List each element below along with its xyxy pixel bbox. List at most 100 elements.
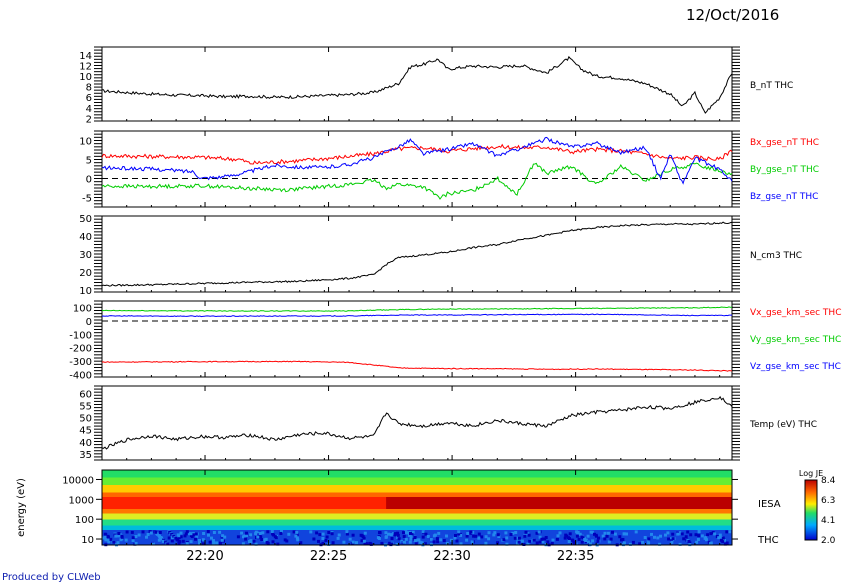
spectrogram-speck <box>299 541 303 545</box>
spectrogram-speck <box>493 531 497 535</box>
panel-label-thc: THC <box>757 535 779 546</box>
series-temp-ev-thc <box>101 395 733 450</box>
spectrogram-speck <box>248 540 251 543</box>
y-tick-label: -100 <box>69 330 92 341</box>
spectrogram-speck <box>185 530 189 534</box>
spectrogram-speck <box>704 536 708 539</box>
spectrogram-speck <box>318 533 322 537</box>
spectrogram-speck <box>591 539 595 543</box>
spectrogram-speck <box>409 535 413 539</box>
spectrogram-speck <box>687 539 691 543</box>
spectrogram-speck <box>221 534 225 538</box>
spectrogram-speck <box>256 535 260 539</box>
y-tick-label: 60 <box>79 389 92 400</box>
y-tick-label: 40 <box>79 232 92 243</box>
spectrogram-speck <box>130 530 134 534</box>
spectrogram-speck <box>575 534 579 538</box>
spectrogram-speck <box>219 541 222 545</box>
spectrogram-speck <box>112 540 116 544</box>
spectrogram-speck <box>387 532 390 536</box>
produced-by-footer: Produced by CLWeb <box>2 572 101 583</box>
spectrogram-speck <box>384 535 388 539</box>
y-tick-label: -400 <box>69 370 92 381</box>
spectrogram-speck <box>580 540 584 544</box>
spectrogram-speck <box>181 539 185 543</box>
spectrogram-speck <box>535 531 539 535</box>
spectrogram-speck <box>184 532 188 536</box>
spectrogram-speck <box>249 533 253 537</box>
colorbar-tick-label: 8.4 <box>821 476 836 486</box>
spectrogram-speck <box>723 538 726 542</box>
spectrogram-speck <box>377 537 381 540</box>
spectrogram-speck <box>556 534 560 538</box>
spectrogram-speck <box>682 537 686 541</box>
spectrogram-speck <box>179 531 183 535</box>
spectrogram-speck <box>586 540 590 544</box>
spectrogram-speck <box>439 538 443 542</box>
spectrogram-speck <box>183 534 187 538</box>
spectrogram-speck <box>631 540 635 544</box>
spectrogram-speck <box>656 536 660 540</box>
spectrogram-speck <box>393 532 397 536</box>
spectrogram-speck <box>194 532 198 536</box>
spectrogram-speck <box>119 538 123 542</box>
spectrogram-speck <box>124 538 128 542</box>
y-tick-label: -200 <box>69 344 92 355</box>
spectrogram-speck <box>421 535 425 539</box>
spectrogram-speck <box>258 534 262 538</box>
spectrogram-speck <box>484 535 488 539</box>
series-bx-gse-nt-thc <box>101 143 733 165</box>
y-tick-label: 100 <box>73 304 92 315</box>
spectrogram-speck <box>252 539 256 543</box>
spectrogram-speck <box>437 531 441 535</box>
spectrogram-speck <box>449 538 453 542</box>
spectrogram-speck <box>540 537 544 541</box>
spectrogram-speck <box>725 530 729 534</box>
spectrogram-speck <box>666 531 670 535</box>
spectrogram-speck <box>505 536 509 540</box>
spectrogram-speck <box>502 538 506 542</box>
y-tick-label: 0 <box>86 175 92 186</box>
spectrogram-speck <box>504 531 508 535</box>
spectrogram-speck <box>170 536 174 540</box>
spectrogram-speck <box>202 532 206 535</box>
spectrogram-speck <box>605 534 609 538</box>
spectrogram-speck <box>107 540 111 544</box>
spectrogram-speck <box>532 538 536 542</box>
spectrogram-speck <box>459 533 463 537</box>
spectrogram-speck <box>109 537 113 541</box>
spectrogram-speck <box>513 536 517 540</box>
spectrogram-speck <box>396 531 400 535</box>
spectrogram-speck <box>487 537 491 541</box>
spectrogram-speck <box>620 538 623 542</box>
spectrogram-speck <box>189 532 193 536</box>
spectrogram-speck <box>166 542 170 546</box>
panel-frame <box>101 46 733 122</box>
spectrogram-speck <box>396 533 400 537</box>
spectrogram-speck <box>517 536 521 540</box>
spectrogram-speck <box>294 534 298 538</box>
spectrogram-speck <box>709 541 713 545</box>
series-b-nt-thc <box>102 55 733 114</box>
spectrogram-speck <box>558 531 562 535</box>
spectrogram-band <box>102 519 732 526</box>
spectrogram-speck <box>713 532 717 536</box>
y-tick-label: 1000 <box>69 495 94 506</box>
panel-frame <box>101 300 733 378</box>
spectrogram-speck <box>312 537 316 541</box>
series-label-by-gse-nt-thc: By_gse_nT THC <box>750 165 819 175</box>
spectrogram-speck <box>421 530 425 534</box>
spectrogram-speck <box>206 530 210 533</box>
spectrogram-speck <box>283 538 287 542</box>
spectrogram-speck <box>134 535 138 538</box>
spectrogram-speck <box>643 536 647 539</box>
spectrogram-speck <box>578 532 582 536</box>
series-n-cm3-thc <box>101 221 733 287</box>
spectrogram-speck <box>659 534 662 538</box>
y-tick-label: 100 <box>75 515 94 526</box>
spectrogram-speck <box>497 535 501 538</box>
spectrogram-speck <box>517 540 521 544</box>
spectrogram-speck <box>395 542 399 546</box>
